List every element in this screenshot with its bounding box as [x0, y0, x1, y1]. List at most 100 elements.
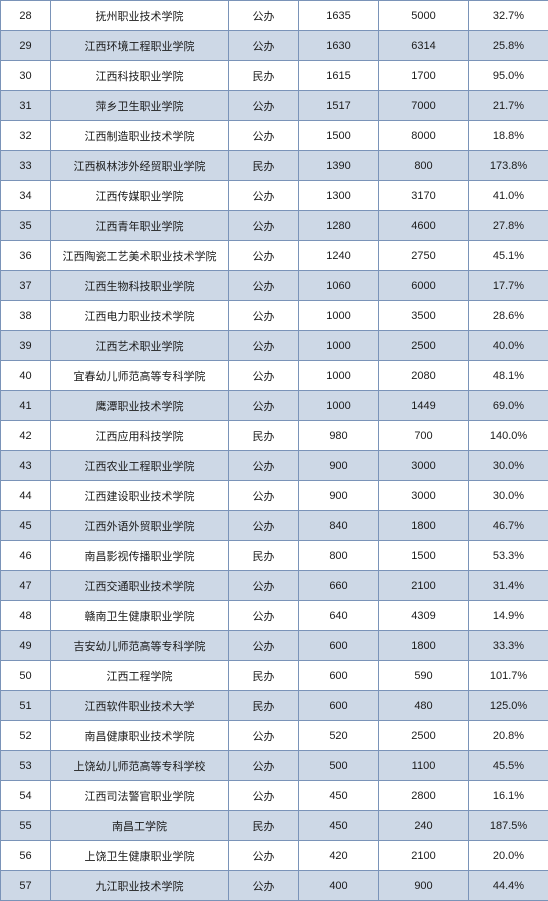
cell-pct: 45.1%	[469, 241, 548, 271]
cell-name: 江西外语外贸职业学院	[51, 511, 229, 541]
table-row: 54江西司法警官职业学院公办450280016.1%	[1, 781, 548, 811]
cell-val2: 590	[379, 661, 469, 691]
cell-val1: 980	[299, 421, 379, 451]
cell-type: 民办	[229, 811, 299, 841]
cell-name: 江西农业工程职业学院	[51, 451, 229, 481]
table-row: 34江西传媒职业学院公办1300317041.0%	[1, 181, 548, 211]
cell-val1: 640	[299, 601, 379, 631]
cell-rank: 57	[1, 871, 51, 901]
cell-rank: 52	[1, 721, 51, 751]
cell-val1: 1000	[299, 391, 379, 421]
cell-pct: 30.0%	[469, 451, 548, 481]
cell-type: 民办	[229, 151, 299, 181]
cell-name: 鹰潭职业技术学院	[51, 391, 229, 421]
cell-val2: 1500	[379, 541, 469, 571]
table-row: 50江西工程学院民办600590101.7%	[1, 661, 548, 691]
cell-type: 公办	[229, 481, 299, 511]
cell-type: 公办	[229, 601, 299, 631]
cell-val1: 840	[299, 511, 379, 541]
cell-type: 公办	[229, 91, 299, 121]
cell-pct: 20.8%	[469, 721, 548, 751]
table-row: 40宜春幼儿师范高等专科学院公办1000208048.1%	[1, 361, 548, 391]
cell-pct: 101.7%	[469, 661, 548, 691]
table-row: 39江西艺术职业学院公办1000250040.0%	[1, 331, 548, 361]
cell-rank: 36	[1, 241, 51, 271]
cell-type: 公办	[229, 871, 299, 901]
table-row: 53上饶幼儿师范高等专科学校公办500110045.5%	[1, 751, 548, 781]
cell-rank: 49	[1, 631, 51, 661]
cell-type: 公办	[229, 751, 299, 781]
table-row: 31萍乡卫生职业学院公办1517700021.7%	[1, 91, 548, 121]
cell-val1: 520	[299, 721, 379, 751]
cell-type: 公办	[229, 781, 299, 811]
table-row: 30江西科技职业学院民办1615170095.0%	[1, 61, 548, 91]
table-row: 56上饶卫生健康职业学院公办420210020.0%	[1, 841, 548, 871]
cell-type: 公办	[229, 571, 299, 601]
cell-rank: 39	[1, 331, 51, 361]
cell-val1: 450	[299, 811, 379, 841]
cell-rank: 28	[1, 1, 51, 31]
cell-rank: 40	[1, 361, 51, 391]
cell-val1: 1000	[299, 331, 379, 361]
cell-pct: 173.8%	[469, 151, 548, 181]
table-row: 47江西交通职业技术学院公办660210031.4%	[1, 571, 548, 601]
cell-type: 公办	[229, 721, 299, 751]
cell-val1: 1240	[299, 241, 379, 271]
cell-val2: 1100	[379, 751, 469, 781]
cell-pct: 16.1%	[469, 781, 548, 811]
cell-pct: 21.7%	[469, 91, 548, 121]
cell-pct: 28.6%	[469, 301, 548, 331]
table-row: 32江西制造职业技术学院公办1500800018.8%	[1, 121, 548, 151]
cell-val1: 500	[299, 751, 379, 781]
cell-pct: 46.7%	[469, 511, 548, 541]
cell-name: 南昌影视传播职业学院	[51, 541, 229, 571]
table-row: 38江西电力职业技术学院公办1000350028.6%	[1, 301, 548, 331]
cell-rank: 47	[1, 571, 51, 601]
cell-name: 宜春幼儿师范高等专科学院	[51, 361, 229, 391]
cell-val2: 240	[379, 811, 469, 841]
cell-name: 江西传媒职业学院	[51, 181, 229, 211]
cell-rank: 42	[1, 421, 51, 451]
table-row: 37江西生物科技职业学院公办1060600017.7%	[1, 271, 548, 301]
cell-rank: 51	[1, 691, 51, 721]
cell-val1: 900	[299, 481, 379, 511]
cell-val1: 450	[299, 781, 379, 811]
cell-pct: 14.9%	[469, 601, 548, 631]
cell-type: 民办	[229, 691, 299, 721]
cell-val2: 2500	[379, 331, 469, 361]
cell-val2: 700	[379, 421, 469, 451]
cell-val2: 8000	[379, 121, 469, 151]
cell-val2: 2080	[379, 361, 469, 391]
cell-rank: 43	[1, 451, 51, 481]
table-row: 36江西陶瓷工艺美术职业技术学院公办1240275045.1%	[1, 241, 548, 271]
cell-name: 南昌工学院	[51, 811, 229, 841]
table-row: 52南昌健康职业技术学院公办520250020.8%	[1, 721, 548, 751]
cell-pct: 27.8%	[469, 211, 548, 241]
cell-val2: 800	[379, 151, 469, 181]
cell-rank: 29	[1, 31, 51, 61]
table-row: 57九江职业技术学院公办40090044.4%	[1, 871, 548, 901]
cell-val2: 7000	[379, 91, 469, 121]
cell-type: 公办	[229, 31, 299, 61]
table-row: 51江西软件职业技术大学民办600480125.0%	[1, 691, 548, 721]
cell-pct: 41.0%	[469, 181, 548, 211]
cell-type: 公办	[229, 451, 299, 481]
cell-rank: 34	[1, 181, 51, 211]
cell-val2: 3500	[379, 301, 469, 331]
cell-rank: 37	[1, 271, 51, 301]
cell-val2: 480	[379, 691, 469, 721]
cell-val1: 600	[299, 631, 379, 661]
cell-val2: 900	[379, 871, 469, 901]
cell-type: 公办	[229, 241, 299, 271]
table-row: 33江西枫林涉外经贸职业学院民办1390800173.8%	[1, 151, 548, 181]
cell-pct: 17.7%	[469, 271, 548, 301]
cell-rank: 30	[1, 61, 51, 91]
cell-pct: 53.3%	[469, 541, 548, 571]
cell-val1: 1000	[299, 301, 379, 331]
cell-rank: 41	[1, 391, 51, 421]
cell-pct: 140.0%	[469, 421, 548, 451]
cell-val1: 1630	[299, 31, 379, 61]
cell-type: 民办	[229, 421, 299, 451]
cell-pct: 48.1%	[469, 361, 548, 391]
cell-name: 江西生物科技职业学院	[51, 271, 229, 301]
